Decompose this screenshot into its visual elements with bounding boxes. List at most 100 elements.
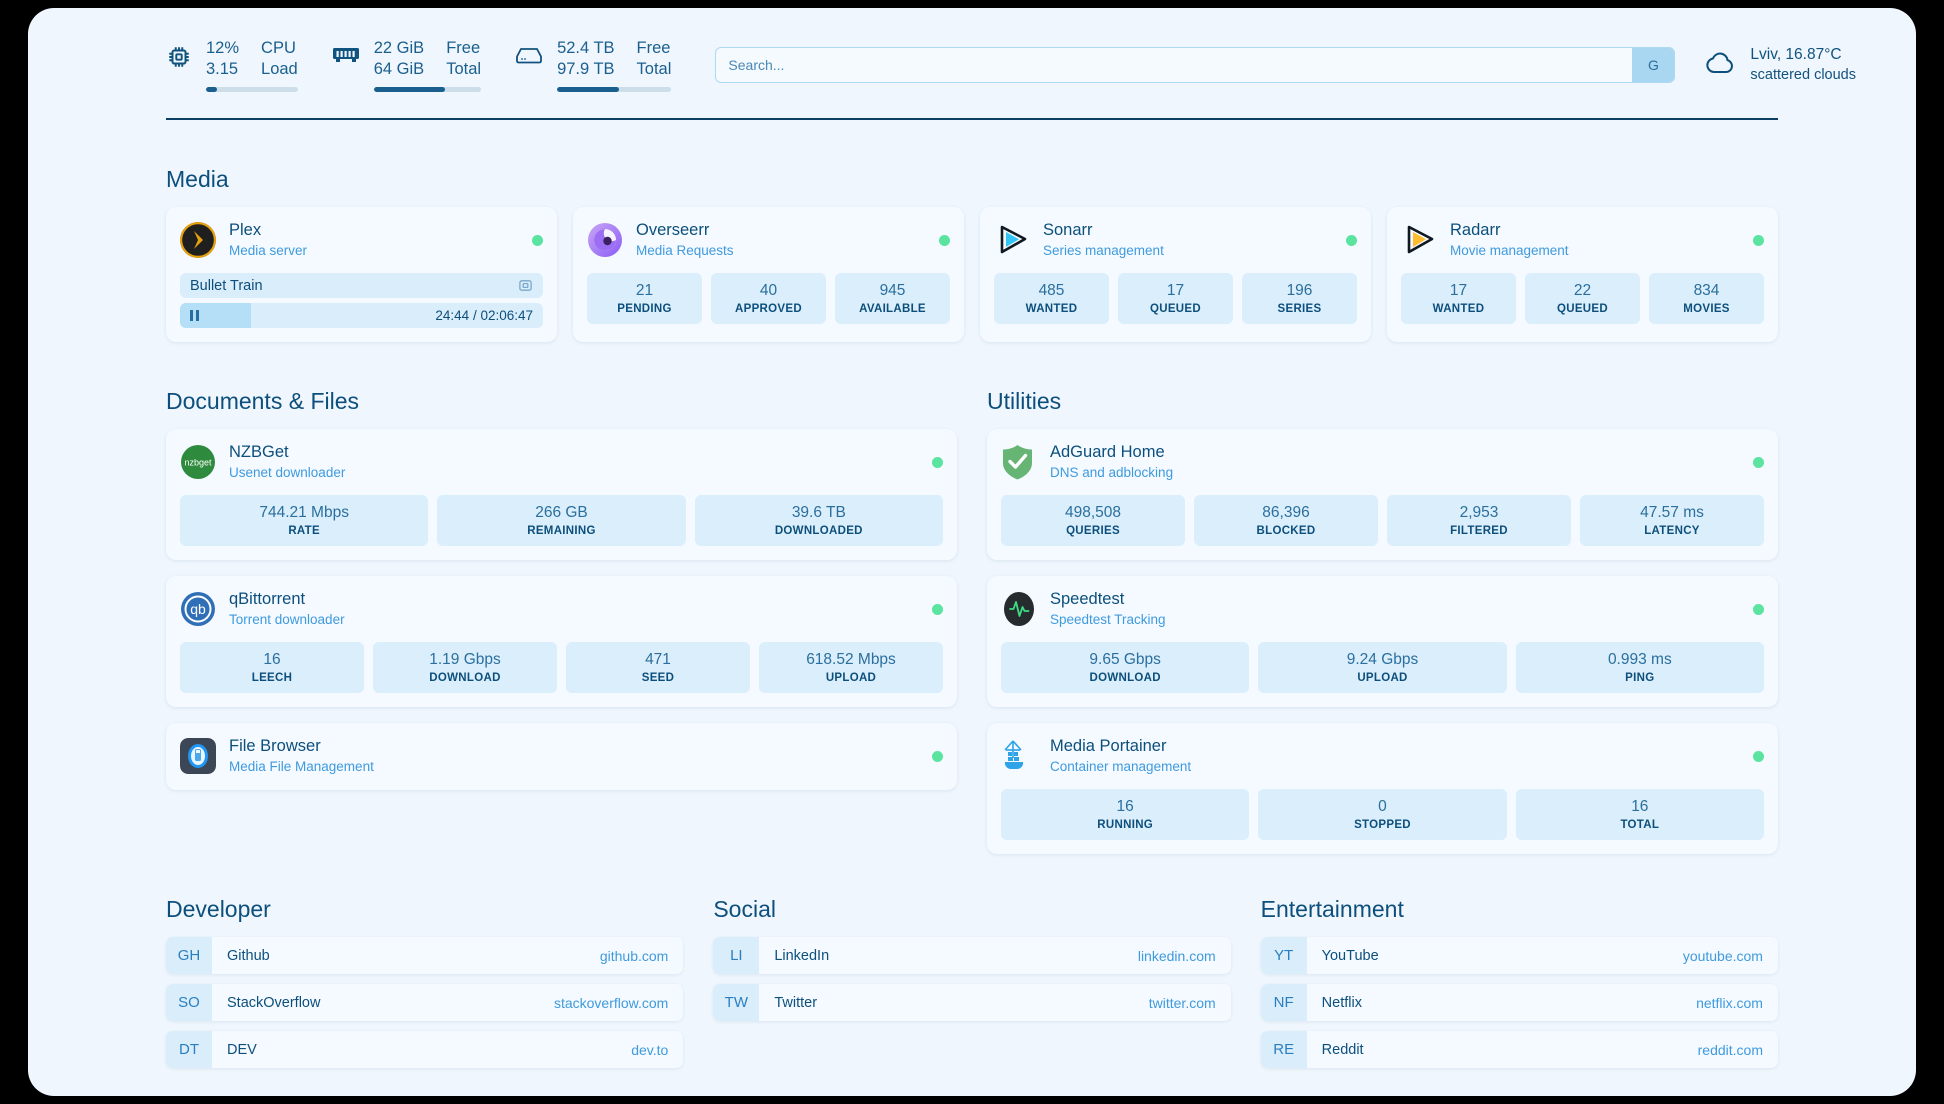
service-card-speedtest[interactable]: Speedtest Speedtest Tracking 9.65 Gbps D… xyxy=(987,576,1778,707)
bookmark-url: netflix.com xyxy=(1696,994,1763,1011)
bookmark-item-github[interactable]: GH Github github.com xyxy=(166,937,684,974)
bookmark-item-netflix[interactable]: NF Netflix netflix.com xyxy=(1260,984,1778,1021)
stat-label: LATENCY xyxy=(1644,525,1700,537)
stat-value: 22 xyxy=(1573,282,1592,299)
svg-text:qb: qb xyxy=(190,601,206,617)
bookmark-group-developer: Developer GH Github github.com SO StackO… xyxy=(166,896,684,1068)
stat-value: 266 GB xyxy=(535,504,588,521)
bookmark-url: youtube.com xyxy=(1682,947,1763,964)
bookmark-item-twitter[interactable]: TW Twitter twitter.com xyxy=(713,984,1231,1021)
service-name: Media Portainer xyxy=(1050,737,1167,755)
service-card-media-portainer[interactable]: Media Portainer Container management 16 … xyxy=(987,723,1778,854)
bookmark-item-youtube[interactable]: YT YouTube youtube.com xyxy=(1260,937,1778,974)
stat-label: FILTERED xyxy=(1450,525,1508,537)
service-name: Radarr xyxy=(1450,221,1501,239)
now-playing-progress[interactable]: 24:44 / 02:06:47 xyxy=(180,303,543,328)
stat-value: 17 xyxy=(1449,282,1468,299)
stat-label: REMAINING xyxy=(527,525,596,537)
section-title-documents: Documents & Files xyxy=(166,388,360,414)
service-description: Usenet downloader xyxy=(229,465,346,480)
bookmark-name: StackOverflow xyxy=(227,994,321,1011)
service-name: File Browser xyxy=(229,737,321,755)
now-playing-title-row: Bullet Train xyxy=(180,273,543,298)
pause-icon[interactable] xyxy=(190,310,199,321)
radarr-icon xyxy=(1401,222,1437,258)
card-stats-row: 17 WANTED 22 QUEUED 834 MOVIES xyxy=(1401,273,1764,324)
cast-icon[interactable] xyxy=(518,278,533,293)
bookmark-url: dev.to xyxy=(631,1041,669,1058)
stat-chip: 2,953 FILTERED xyxy=(1387,495,1571,546)
service-name: qBittorrent xyxy=(229,590,306,608)
stat-chip: 618.52 Mbps UPLOAD xyxy=(759,642,943,693)
weather-widget: Lviv, 16.87°C scattered clouds xyxy=(1703,45,1856,85)
stat-chip: 16 RUNNING xyxy=(1001,789,1250,840)
stat-value: 17 xyxy=(1166,282,1185,299)
service-card-radarr[interactable]: Radarr Movie management 17 WANTED 22 QUE… xyxy=(1387,207,1778,342)
stat-chip: 196 SERIES xyxy=(1242,273,1357,324)
service-name: Overseerr xyxy=(636,221,710,239)
search-input[interactable] xyxy=(716,48,1633,82)
stat-label: APPROVED xyxy=(735,303,802,315)
service-name: Plex xyxy=(229,221,262,239)
bookmark-name: Twitter xyxy=(774,994,818,1011)
documents-column: Documents & Files nzbget xyxy=(166,342,957,854)
service-card-qbittorrent[interactable]: qb qBittorrent Torrent downloader xyxy=(166,576,957,707)
lower-sections: Documents & Files nzbget xyxy=(166,342,1778,854)
memory-free-value: 22 GiB xyxy=(373,39,425,57)
cpu-load-value: 3.15 xyxy=(206,60,239,78)
service-description: Movie management xyxy=(1450,243,1569,258)
stat-value: 834 xyxy=(1693,282,1720,299)
stat-value: 16 xyxy=(1116,798,1134,815)
card-stats-row: 16 LEECH 1.19 Gbps DOWNLOAD 471 SEED xyxy=(180,642,943,693)
status-indicator-online xyxy=(932,456,943,468)
bookmark-item-stackoverflow[interactable]: SO StackOverflow stackoverflow.com xyxy=(166,984,684,1021)
bookmark-item-reddit[interactable]: RE Reddit reddit.com xyxy=(1260,1031,1778,1068)
service-card-plex[interactable]: Plex Media server Bullet Train xyxy=(166,207,557,342)
card-stats-row: 744.21 Mbps RATE 266 GB REMAINING 39.6 T… xyxy=(180,495,943,546)
service-card-nzbget[interactable]: nzbget NZBGet Usenet downloader 74 xyxy=(166,429,957,560)
disk-icon xyxy=(515,44,543,71)
card-header: Media Portainer Container management xyxy=(1001,736,1764,776)
bookmark-abbr: TW xyxy=(713,984,760,1021)
stat-label: DOWNLOAD xyxy=(429,672,501,684)
memory-usage-bar xyxy=(373,87,482,92)
stat-label: SERIES xyxy=(1277,303,1322,315)
service-card-file-browser[interactable]: File Browser Media File Management xyxy=(166,723,957,790)
stat-label: WANTED xyxy=(1025,303,1078,315)
service-card-overseerr[interactable]: Overseerr Media Requests 21 PENDING 40 A… xyxy=(573,207,964,342)
sonarr-icon xyxy=(994,222,1030,258)
disk-label-bottom: Total xyxy=(636,60,672,78)
card-stats-row: 21 PENDING 40 APPROVED 945 AVAILABLE xyxy=(587,273,950,324)
stat-chip: 0 STOPPED xyxy=(1258,789,1507,840)
search-engine-button[interactable]: G xyxy=(1632,48,1675,82)
dashboard-page: 12% 3.15 CPU Load xyxy=(28,8,1916,1096)
stat-value: 21 xyxy=(635,282,654,299)
cpu-stat-group: 12% 3.15 CPU Load xyxy=(166,38,298,92)
service-card-sonarr[interactable]: Sonarr Series management 485 WANTED 17 Q… xyxy=(980,207,1371,342)
bookmark-item-linkedin[interactable]: LI LinkedIn linkedin.com xyxy=(713,937,1231,974)
bookmark-url: linkedin.com xyxy=(1137,947,1216,964)
memory-label-bottom: Total xyxy=(446,60,482,78)
search-box[interactable]: G xyxy=(715,47,1676,83)
status-indicator-online xyxy=(932,603,943,615)
stat-chip: 40 APPROVED xyxy=(711,273,826,324)
bookmark-name: Github xyxy=(227,947,270,964)
bookmark-item-dev[interactable]: DT DEV dev.to xyxy=(166,1031,684,1068)
stat-chip: 17 WANTED xyxy=(1401,273,1516,324)
stat-label: BLOCKED xyxy=(1256,525,1316,537)
service-description: Series management xyxy=(1043,243,1164,258)
card-stats-row: 485 WANTED 17 QUEUED 196 SERIES xyxy=(994,273,1357,324)
stat-label: DOWNLOADED xyxy=(774,525,863,537)
disk-label-top: Free xyxy=(636,39,671,57)
service-name: Speedtest xyxy=(1050,590,1125,608)
nzbget-icon: nzbget xyxy=(180,444,216,480)
memory-icon xyxy=(332,44,360,69)
status-indicator-online xyxy=(1753,456,1764,468)
card-header: Speedtest Speedtest Tracking xyxy=(1001,589,1764,629)
service-card-adguard-home[interactable]: AdGuard Home DNS and adblocking 498,508 … xyxy=(987,429,1778,560)
card-header: Plex Media server xyxy=(180,220,543,260)
stat-label: STOPPED xyxy=(1354,819,1411,831)
bookmark-group-title: Entertainment xyxy=(1260,896,1404,922)
bookmark-group-social: Social LI LinkedIn linkedin.com TW Twitt… xyxy=(713,896,1231,1068)
service-name: Sonarr xyxy=(1043,221,1093,239)
